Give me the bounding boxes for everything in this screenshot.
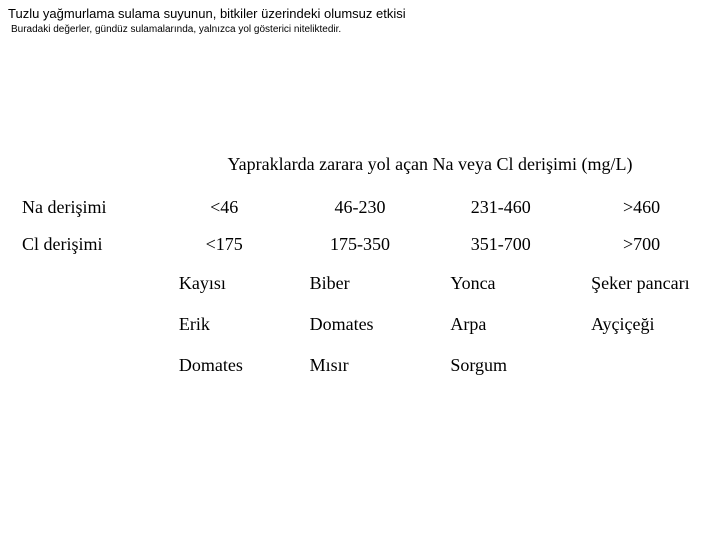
empty-cell	[8, 345, 159, 386]
crop-cell: Şeker pancarı	[571, 263, 712, 304]
table-row: Erik Domates Arpa Ayçiçeği	[8, 304, 712, 345]
crop-cell: Yonca	[430, 263, 571, 304]
crop-cell: Arpa	[430, 304, 571, 345]
row-label: Cl derişimi	[8, 226, 159, 263]
table-row: Kayısı Biber Yonca Şeker pancarı	[8, 263, 712, 304]
data-table-wrap: Yapraklarda zarara yol açan Na veya Cl d…	[8, 154, 712, 386]
crop-cell: Domates	[159, 345, 290, 386]
table-row: Cl derişimi <175 175-350 351-700 >700	[8, 226, 712, 263]
crop-cell: Kayısı	[159, 263, 290, 304]
title-sub: Buradaki değerler, gündüz sulamalarında,…	[11, 23, 712, 36]
cell-value: 351-700	[430, 226, 571, 263]
crop-cell: Domates	[290, 304, 431, 345]
crop-cell	[571, 345, 712, 386]
cell-value: <46	[159, 189, 290, 226]
cell-value: 231-460	[430, 189, 571, 226]
page: Tuzlu yağmurlama sulama suyunun, bitkile…	[0, 0, 720, 540]
row-label: Na derişimi	[8, 189, 159, 226]
table-row: Domates Mısır Sorgum	[8, 345, 712, 386]
cell-value: <175	[159, 226, 290, 263]
cell-value: 175-350	[290, 226, 431, 263]
crop-cell: Biber	[290, 263, 431, 304]
empty-cell	[8, 304, 159, 345]
table-row: Na derişimi <46 46-230 231-460 >460	[8, 189, 712, 226]
title-main: Tuzlu yağmurlama sulama suyunun, bitkile…	[8, 6, 712, 23]
empty-cell	[8, 263, 159, 304]
crop-cell: Mısır	[290, 345, 431, 386]
cell-value: >700	[571, 226, 712, 263]
section-header: Yapraklarda zarara yol açan Na veya Cl d…	[8, 154, 712, 175]
title-block: Tuzlu yağmurlama sulama suyunun, bitkile…	[8, 6, 712, 36]
crop-cell: Sorgum	[430, 345, 571, 386]
cell-value: >460	[571, 189, 712, 226]
data-table: Na derişimi <46 46-230 231-460 >460 Cl d…	[8, 189, 712, 386]
cell-value: 46-230	[290, 189, 431, 226]
crop-cell: Erik	[159, 304, 290, 345]
crop-cell: Ayçiçeği	[571, 304, 712, 345]
